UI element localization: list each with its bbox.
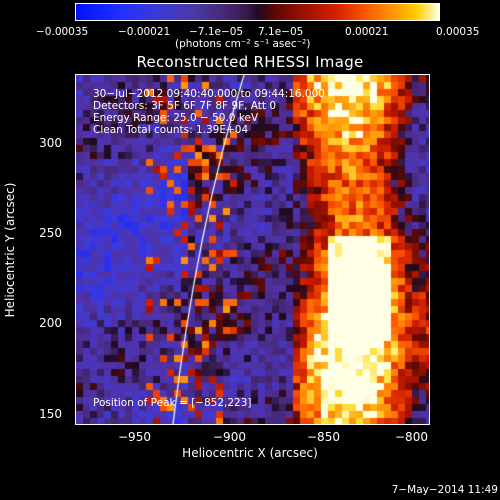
x-tick-label: −800 [395, 430, 428, 444]
generation-date: 7−May−2014 11:49 [391, 484, 498, 496]
x-axis-label: Heliocentric X (arcsec) [182, 446, 318, 460]
colorbar-tick: −7.1e−05 [189, 26, 244, 38]
colorbar-tick: −0.00035 [36, 26, 89, 38]
colorbar-tick: 7.1e−05 [258, 26, 304, 38]
colorbar-unit-label: (photons cm⁻² s⁻¹ asec⁻²) [175, 38, 311, 50]
colorbar [75, 3, 440, 21]
colorbar-tick: −0.00021 [118, 26, 171, 38]
annotation-time-range: 30−Jul−2012 09:40:40.000 to 09:44:16.000 [93, 88, 325, 100]
y-tick-label: 250 [39, 226, 62, 240]
annotation-peak-position: Position of Peak = [−852,223] [93, 397, 252, 409]
y-axis-label: Heliocentric Y (arcsec) [3, 182, 17, 318]
y-tick-label: 200 [39, 316, 62, 330]
annotation-detectors: Detectors: 3F 5F 6F 7F 8F 9F, Att 0 [93, 100, 277, 112]
annotation-clean-counts: Clean Total counts: 1.39E+04 [93, 124, 249, 136]
x-tick-label: −850 [307, 430, 340, 444]
annotation-energy-range: Energy Range: 25.0 − 50.0 keV [93, 112, 259, 124]
rhessi-image-map [76, 75, 429, 424]
x-tick-label: −950 [118, 430, 151, 444]
rhessi-image-panel [75, 74, 430, 425]
colorbar-tick: 0.00021 [345, 26, 389, 38]
y-tick-label: 150 [39, 407, 62, 421]
x-tick-label: −900 [213, 430, 246, 444]
colorbar-tick: 0.00035 [436, 26, 480, 38]
plot-title: Reconstructed RHESSI Image [136, 53, 364, 71]
y-tick-label: 300 [39, 136, 62, 150]
